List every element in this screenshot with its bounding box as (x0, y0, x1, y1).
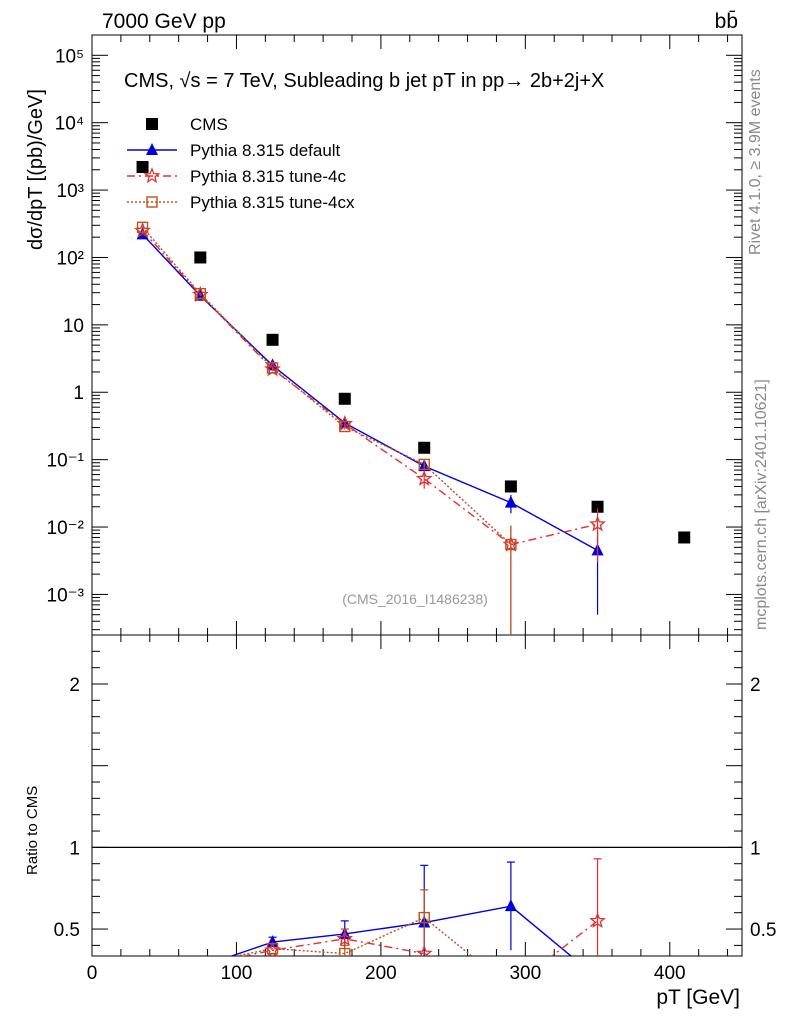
x-tick-label: 0 (87, 963, 98, 984)
data-point-cms (678, 531, 691, 544)
ratio-point-pythia-8-315-default (592, 971, 604, 983)
header-right: bb̄ (715, 10, 738, 33)
x-tick-label: 200 (365, 963, 397, 984)
series-line-pythia-8-315-tune-4c (142, 230, 598, 546)
data-point-cms (504, 480, 517, 493)
plot-title: CMS, √s = 7 TeV, Subleading b jet pT in … (124, 70, 604, 92)
ratio-point-pythia-8-315-tune-4cx (339, 947, 351, 956)
y-tick-label: 10⁻² (47, 518, 85, 539)
data-point-cms (418, 441, 431, 454)
legend-label-pythia-8-315-tune-4c: Pythia 8.315 tune-4c (190, 167, 346, 186)
ratio-point-pythia-8-315-tune-4c (194, 958, 207, 971)
legend-label-pythia-8-315-tune-4cx: Pythia 8.315 tune-4cx (190, 193, 355, 212)
data-point-pythia-8-315-default (504, 495, 517, 508)
y-tick-label: 10⁻³ (47, 585, 85, 606)
x-axis-label: pT [GeV] (656, 986, 740, 1009)
data-point-cms (136, 160, 149, 173)
analysis-label: (CMS_2016_I1486238) (342, 591, 488, 607)
ratio-plot-frame (91, 634, 743, 957)
legend-marker-pythia-8-315-default (146, 143, 158, 155)
series-line-pythia-8-315-tune-4cx (142, 226, 512, 546)
data-point-cms (266, 333, 279, 346)
ratio-y-axis-label: Ratio to CMS (24, 786, 41, 875)
ratio-y-tick-label: 0.5 (750, 920, 776, 941)
y-tick-label: 10 (63, 316, 84, 337)
data-point-cms (338, 392, 351, 405)
header-left: 7000 GeV pp (102, 10, 226, 33)
data-point-pythia-8-315-tune-4cx (418, 458, 430, 471)
ratio-y-tick-label: 2 (69, 675, 80, 696)
ratio-y-tick-label: 1 (69, 838, 80, 859)
x-tick-label: 300 (509, 963, 541, 984)
y-tick-label: 10⁵ (55, 46, 84, 67)
ratio-point-pythia-8-315-tune-4cx (195, 958, 205, 968)
ratio-point-pythia-8-315-tune-4cx (266, 942, 279, 955)
legend-label-cms: CMS (190, 115, 228, 134)
ratio-y-tick-label: 0.5 (54, 920, 80, 941)
legend-marker-pythia-8-315-tune-4cx (146, 196, 158, 208)
legend-marker-pythia-8-315-tune-4c (143, 167, 161, 184)
ratio-point-pythia-8-315-default (504, 899, 517, 912)
ratio-line-pythia-8-315-tune-4cx (232, 916, 473, 956)
x-tick-label: 400 (654, 963, 686, 984)
ratio-point-pythia-8-315-tune-4c (589, 912, 606, 928)
ratio-point-pythia-8-315-tune-4cx (138, 986, 148, 996)
ratio-point-pythia-8-315-default (194, 960, 206, 972)
ratio-point-pythia-8-315-tune-4c (136, 987, 149, 1000)
data-point-pythia-8-315-default (266, 358, 279, 371)
ratio-point-pythia-8-315-tune-4cx (506, 983, 516, 993)
y-tick-label: 10³ (57, 181, 84, 202)
x-tick-label: 100 (221, 963, 253, 984)
legend-marker-cms (146, 118, 158, 130)
ratio-point-pythia-8-315-tune-4cx (418, 911, 430, 924)
ratio-y-tick-label: 2 (750, 675, 761, 696)
data-point-pythia-8-315-tune-4c (589, 515, 606, 532)
data-point-pythia-8-315-tune-4cx (505, 538, 517, 551)
data-point-cms (591, 500, 604, 513)
data-point-pythia-8-315-tune-4cx (266, 362, 279, 374)
data-point-pythia-8-315-tune-4c (415, 469, 433, 486)
series-line-pythia-8-315-default (142, 233, 598, 552)
ratio-y-tick-label: 1 (750, 838, 761, 859)
side-label-top: Rivet 4.1.0, ≥ 3.9M events (747, 69, 764, 255)
data-point-pythia-8-315-tune-4cx (136, 221, 149, 234)
ratio-point-pythia-8-315-default (137, 987, 149, 999)
ratio-point-pythia-8-315-tune-4c (415, 944, 433, 956)
ratio-point-pythia-8-315-tune-4c (336, 929, 354, 946)
data-point-cms (194, 251, 207, 264)
legend-label-pythia-8-315-default: Pythia 8.315 default (190, 141, 341, 160)
y-tick-label: 10² (57, 248, 84, 269)
data-point-pythia-8-315-tune-4cx (194, 287, 207, 300)
y-tick-label: 1 (73, 383, 84, 404)
data-point-pythia-8-315-tune-4cx (339, 420, 351, 433)
main-y-axis-label: dσ/dpT [(pb)/GeV] (25, 89, 47, 250)
y-tick-label: 10⁴ (55, 114, 84, 135)
side-label-bottom: mcplots.cern.ch [arXiv:2401.10621] (753, 379, 770, 630)
y-tick-label: 10⁻¹ (47, 451, 85, 472)
